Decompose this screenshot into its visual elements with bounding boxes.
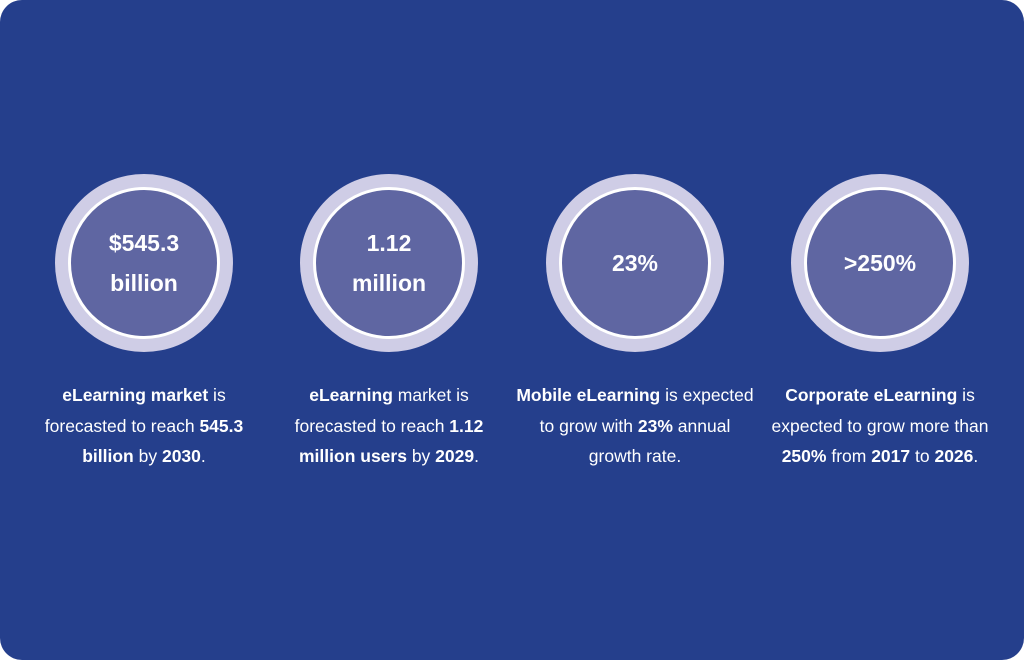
caption-highlight: 545.3 billion	[82, 415, 244, 467]
stat-ring: $545.3 billion	[55, 174, 233, 352]
caption-text: by	[406, 446, 436, 467]
caption-highlight: 2026	[934, 446, 974, 467]
stat-caption: eLearning market is forecasted to reach …	[24, 380, 264, 472]
caption-text: .	[973, 446, 979, 467]
stat-ring: 1.12 million	[300, 174, 478, 352]
caption-text: market is forecasted to reach	[294, 385, 469, 436]
stat-value-line-1: >250%	[843, 250, 917, 276]
caption-highlight: 2017	[871, 446, 911, 467]
caption-highlight: eLearning market	[62, 385, 209, 405]
caption-highlight: 23%	[637, 415, 673, 436]
caption-text: is forecasted to reach	[44, 385, 226, 436]
stat-caption: eLearning market is forecasted to reach …	[269, 380, 509, 472]
stat-value-line-1: $545.3	[108, 230, 180, 256]
stat-circle: 1.12 million	[313, 187, 465, 339]
caption-text: from	[826, 446, 872, 467]
caption-text: annual growth rate.	[588, 415, 731, 467]
caption-highlight: 1.12 million users	[299, 415, 484, 467]
caption-text: .	[474, 446, 479, 467]
stat-circle: $545.3 billion	[68, 187, 220, 339]
stat-circle: 23%	[559, 187, 711, 339]
caption-text: is expected to grow with	[539, 385, 754, 436]
stat-ring: 23%	[546, 174, 724, 352]
stat-value-line-2: million	[351, 270, 427, 296]
caption-highlight: 250%	[781, 446, 827, 467]
stat-caption: Mobile eLearning is expected to grow wit…	[515, 380, 755, 472]
caption-text: .	[200, 446, 206, 467]
stat-value-line-1: 23%	[611, 250, 659, 276]
caption-highlight: Corporate eLearning	[785, 385, 958, 405]
caption-text: by	[133, 446, 162, 467]
stat-value-line-1: 1.12	[366, 230, 412, 256]
caption-text: is expected to grow more than	[771, 385, 989, 436]
caption-highlight: eLearning	[309, 385, 393, 405]
stat-ring: >250%	[791, 174, 969, 352]
stat-value-line-2: billion	[110, 270, 178, 296]
caption-highlight: 2029	[435, 446, 475, 467]
stat-circle: >250%	[804, 187, 956, 339]
caption-text: to	[910, 446, 935, 467]
caption-highlight: Mobile eLearning	[516, 385, 661, 405]
caption-highlight: 2030	[161, 446, 201, 467]
stat-caption: Corporate eLearning is expected to grow …	[760, 380, 1000, 472]
